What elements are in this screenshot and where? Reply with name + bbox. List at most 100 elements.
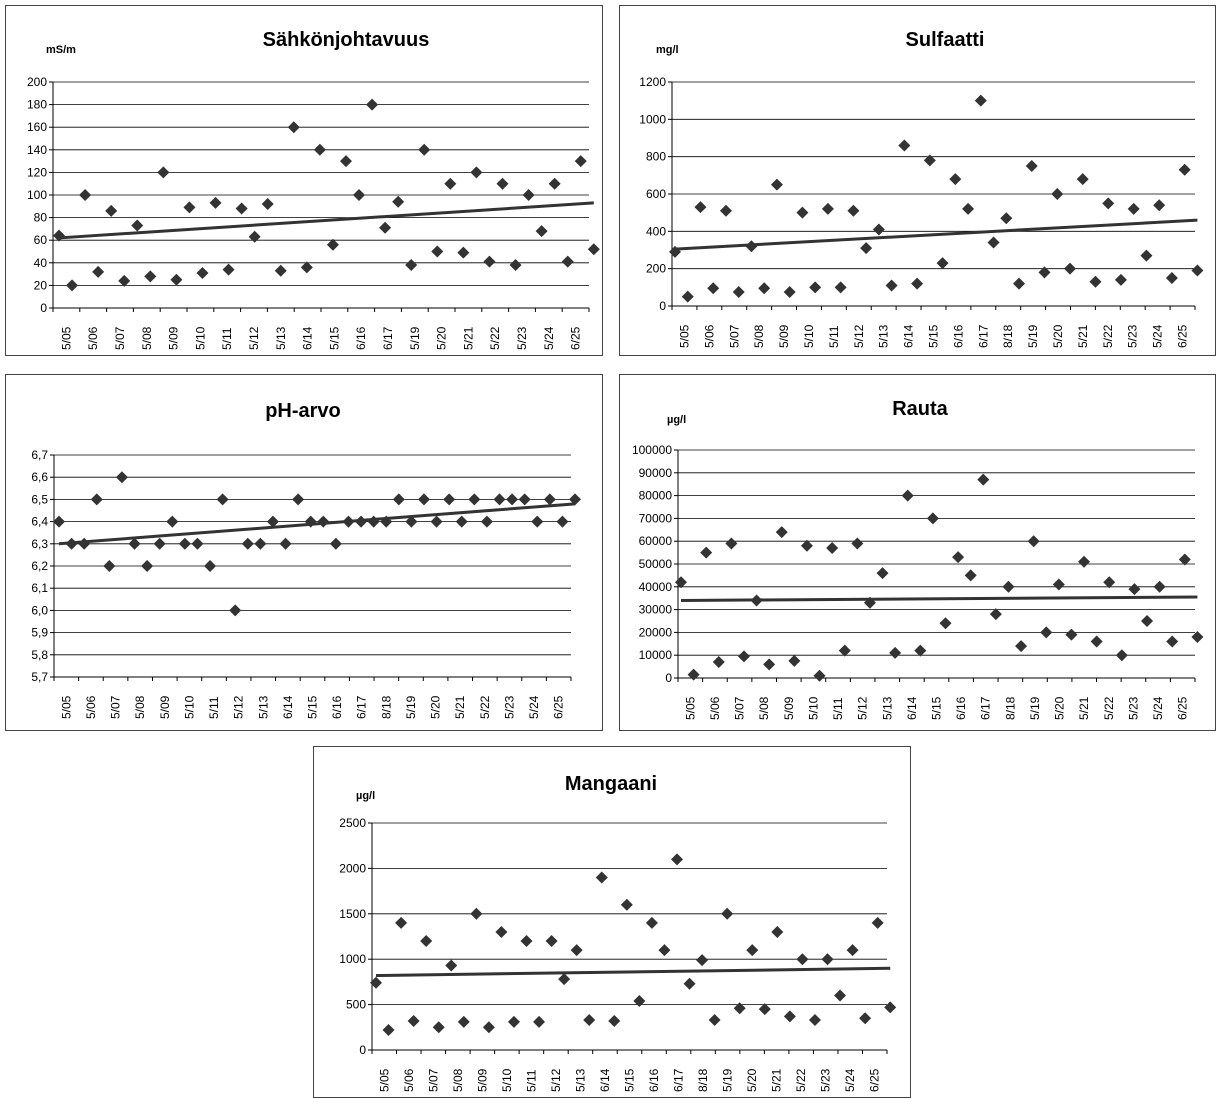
data-point: [470, 907, 483, 920]
x-tick-label: 5/10: [182, 695, 196, 719]
data-point: [675, 576, 687, 589]
y-tick-label: 6,1: [31, 581, 48, 595]
data-point: [771, 925, 784, 938]
y-axis-unit-label: mg/l: [656, 44, 679, 56]
data-point: [493, 493, 506, 506]
data-point: [556, 515, 569, 528]
data-point: [90, 493, 103, 506]
data-point: [183, 201, 196, 214]
data-point: [1002, 580, 1015, 593]
data-point: [783, 286, 796, 298]
data-point: [962, 202, 975, 215]
chart-panel-mangaani: Mangaani µg/l 0 500 1000 1500 2000 2500 5/05 5/06…: [313, 746, 911, 1098]
data-point: [583, 1014, 596, 1027]
data-point: [813, 669, 826, 682]
x-tick-label: 5/05: [59, 326, 73, 350]
data-point: [821, 202, 834, 215]
data-point: [746, 944, 759, 957]
data-point: [53, 515, 65, 528]
data-point: [382, 1024, 395, 1037]
y-tick-label: 0: [659, 299, 666, 313]
data-point: [1025, 160, 1038, 172]
data-point: [725, 537, 738, 550]
data-point: [1127, 202, 1140, 215]
y-tick-label: 1000: [339, 952, 366, 966]
data-point: [683, 977, 696, 990]
data-point: [128, 537, 141, 550]
data-point: [482, 1021, 495, 1034]
data-point: [788, 654, 801, 667]
y-tick-label: 1200: [639, 75, 666, 89]
y-tick-label: 80: [34, 211, 48, 225]
data-point: [681, 290, 694, 303]
data-point: [763, 658, 776, 671]
data-point: [670, 853, 683, 866]
data-point: [131, 219, 144, 232]
data-point: [707, 282, 720, 295]
data-point: [418, 143, 431, 156]
data-point: [392, 195, 405, 208]
x-tick-label: 5/12: [549, 1068, 563, 1092]
y-axis-unit-label: µg/l: [667, 414, 686, 426]
data-point: [696, 954, 709, 967]
data-point: [432, 1021, 445, 1034]
x-tick-label: 6/16: [954, 696, 968, 720]
y-tick-label: 60: [34, 233, 48, 247]
data-point: [509, 259, 522, 272]
x-tick-label: 5/08: [757, 696, 771, 720]
data-point: [313, 143, 326, 156]
x-tick-label: 5/19: [721, 1068, 735, 1092]
chart-svg-ph-arvo: pH-arvo 5,7 5,8 5,9 6,0 6,1 6,2 6,3 6,4 6,5 6,6 6,7…: [31, 400, 581, 719]
y-tick-label: 140: [27, 143, 47, 157]
data-point: [507, 1015, 520, 1028]
x-tick-label: 5/20: [745, 1068, 759, 1092]
data-point: [608, 1014, 621, 1027]
data-point: [543, 493, 556, 506]
data-point: [800, 539, 813, 552]
data-point: [445, 959, 458, 972]
x-tick-label: 5/06: [702, 324, 716, 348]
data-point: [222, 263, 235, 276]
data-point: [687, 668, 700, 681]
data-point: [570, 944, 583, 957]
data-point: [926, 512, 939, 525]
chart-panel-sulfaatti: Sulfaatti mg/l 0 200 400 600 800 1000 1200 5/05 5/…: [619, 5, 1216, 356]
data-point: [733, 1002, 746, 1015]
data-point: [366, 98, 379, 111]
data-point: [834, 989, 847, 1002]
data-point: [987, 236, 1000, 249]
y-tick-label: 5,7: [31, 670, 48, 684]
data-point: [923, 154, 936, 167]
chart-title: Mangaani: [565, 773, 657, 795]
x-tick-label: 5/13: [256, 695, 270, 719]
data-point: [457, 246, 470, 259]
data-point: [287, 121, 300, 134]
data-point: [658, 944, 671, 957]
x-tick-label: 5/23: [515, 326, 529, 350]
x-tick-label: 5/05: [59, 695, 73, 719]
x-tick-label: 5/13: [880, 696, 894, 720]
x-tick-label: 5/07: [733, 696, 747, 720]
data-point: [1027, 535, 1040, 548]
data-point: [522, 189, 535, 201]
data-point: [78, 537, 91, 550]
data-point: [796, 953, 809, 966]
data-point: [587, 243, 600, 256]
data-point: [1103, 576, 1116, 589]
data-point: [367, 515, 380, 528]
data-point: [105, 204, 118, 217]
data-point: [248, 230, 261, 243]
x-tick-label: 5/13: [274, 326, 288, 350]
y-tick-label: 40000: [639, 580, 673, 594]
data-point: [911, 277, 924, 290]
y-axis-unit-label: mS/m: [46, 44, 76, 56]
x-tick-label: 5/09: [777, 324, 791, 348]
y-tick-label: 6,6: [31, 470, 48, 484]
data-point: [1052, 578, 1065, 591]
data-point: [1153, 199, 1166, 212]
data-point: [1102, 197, 1115, 210]
data-point: [952, 551, 965, 564]
x-tick-label: 5/13: [877, 324, 891, 348]
x-tick-label: 5/12: [852, 324, 866, 348]
data-point: [1063, 262, 1076, 275]
